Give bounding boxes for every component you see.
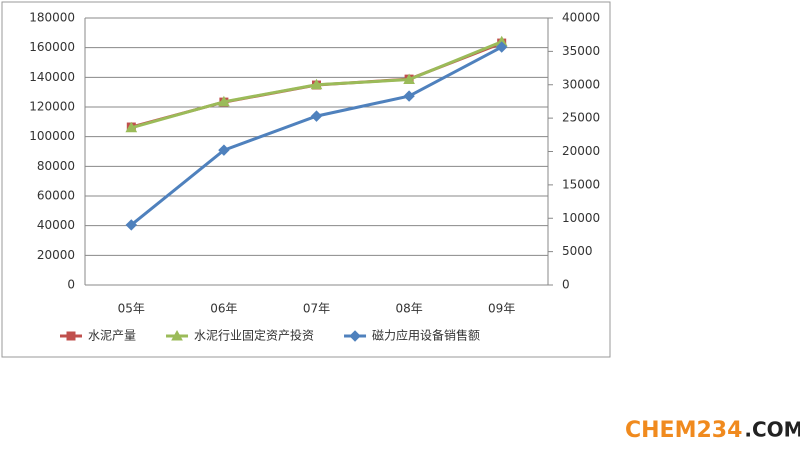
watermark-suffix: .COM (744, 418, 800, 442)
data-point (125, 219, 138, 231)
legend-marker (171, 329, 183, 341)
data-point (310, 78, 323, 90)
y2-tick-label: 25000 (562, 111, 600, 125)
y2-tick-label: 10000 (562, 211, 600, 225)
y-tick-label: 160000 (29, 40, 75, 54)
y-tick-label: 180000 (29, 11, 75, 25)
legend-label: 水泥产量 (88, 329, 136, 343)
legend-marker (349, 330, 361, 342)
x-tick-label: 05年 (118, 302, 145, 316)
data-point (403, 73, 415, 85)
y2-tick-label: 15000 (562, 177, 600, 191)
x-tick-label: 06年 (210, 302, 237, 316)
y2-tick-label: 0 (562, 278, 570, 292)
y2-tick-label: 5000 (562, 244, 593, 258)
chart-frame (1, 1, 611, 358)
y-tick-label: 20000 (37, 248, 75, 262)
y-tick-label: 40000 (37, 218, 75, 232)
y-tick-label: 100000 (29, 129, 75, 143)
y-tick-label: 140000 (29, 70, 75, 84)
legend-label: 水泥行业固定资产投资 (194, 328, 314, 343)
data-point (403, 90, 415, 102)
y-tick-label: 60000 (37, 189, 75, 203)
data-point (125, 121, 138, 133)
y-tick-label: 120000 (29, 100, 75, 114)
data-point (495, 41, 508, 53)
y2-tick-label: 30000 (562, 77, 600, 91)
legend-marker (66, 331, 76, 341)
x-tick-label: 08年 (395, 302, 422, 316)
y2-tick-label: 40000 (562, 11, 600, 25)
legend-label: 磁力应用设备销售额 (372, 328, 480, 343)
x-tick-label: 09年 (488, 302, 515, 316)
y-tick-label: 80000 (37, 159, 75, 173)
data-point (218, 144, 230, 156)
data-point (310, 110, 323, 122)
data-point (218, 95, 230, 107)
watermark-brand: CHEM234 (625, 418, 742, 443)
x-tick-label: 07年 (303, 302, 330, 316)
y2-tick-label: 20000 (562, 144, 600, 158)
y2-tick-label: 35000 (562, 44, 600, 58)
y-tick-label: 0 (67, 278, 75, 292)
